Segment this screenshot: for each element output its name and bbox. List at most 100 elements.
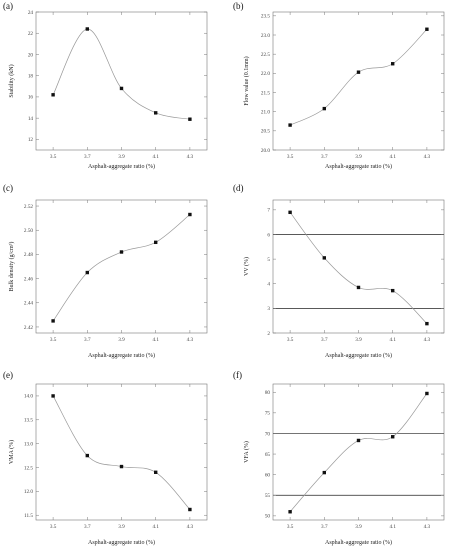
x-tick-label: 4.3 [187, 524, 194, 530]
x-tick-label: 3.5 [50, 154, 57, 160]
x-tick-label: 4.1 [389, 524, 396, 530]
y-tick-label: 11.5 [24, 513, 33, 519]
y-tick-label: 2 [267, 331, 270, 337]
data-point [425, 391, 429, 396]
panel-letter: (e) [3, 370, 13, 380]
plot-frame [35, 199, 208, 334]
x-tick-label: 3.7 [321, 524, 328, 530]
x-tick-label: 3.7 [84, 154, 91, 160]
chart-panel-2: (b) 20.0 20.5 21.0 21.5 22.0 22.5 23.0 23.5 3.5 3.… [233, 1, 445, 170]
x-tick-label: 4.3 [187, 337, 194, 343]
y-axis-label: VFA (%) [243, 441, 250, 463]
data-point [356, 438, 361, 443]
x-axis-label: Asphalt-aggregate ratio (%) [88, 352, 155, 359]
data-point [154, 111, 158, 115]
data-point [85, 270, 89, 275]
y-tick-label: 75 [265, 411, 271, 417]
y-tick-label: 6 [267, 232, 270, 238]
data-point [188, 117, 192, 121]
y-tick-label: 70 [265, 431, 271, 437]
data-point [188, 212, 192, 217]
data-point [288, 510, 292, 514]
data-point [85, 453, 89, 458]
y-tick-label: 5 [267, 257, 270, 263]
panel-letter: (a) [3, 1, 13, 11]
y-tick-label: 4 [267, 282, 270, 288]
y-tick-label: 12.5 [24, 465, 33, 471]
data-point [85, 27, 89, 31]
data-point [425, 321, 429, 326]
series-line [289, 393, 428, 512]
data-point [51, 93, 55, 97]
data-point [288, 123, 292, 127]
y-axis-label: VV (%) [243, 257, 250, 276]
y-tick-label: 24 [28, 10, 34, 16]
x-tick-label: 3.5 [50, 337, 57, 343]
y-tick-label: 55 [265, 493, 271, 499]
x-tick-label: 3.5 [287, 154, 294, 160]
y-axis-label: Stability (kN) [8, 64, 15, 97]
series-line [52, 28, 190, 120]
y-tick-label: 2.44 [24, 301, 33, 307]
y-tick-label: 3 [267, 306, 270, 312]
y-tick-label: 80 [265, 390, 271, 396]
y-tick-label: 18 [28, 73, 34, 79]
x-tick-label: 4.1 [389, 154, 396, 160]
series-line [289, 212, 428, 324]
data-point [391, 435, 395, 439]
data-point [51, 319, 55, 323]
data-point [154, 470, 158, 474]
data-point [51, 394, 55, 398]
y-tick-label: 22.5 [261, 52, 270, 58]
x-axis-label: Asphalt-aggregate ratio (%) [325, 352, 392, 359]
data-point [322, 106, 326, 111]
y-tick-label: 2.52 [24, 204, 33, 210]
data-point [154, 240, 158, 245]
y-tick-label: 2.46 [24, 276, 33, 282]
panel-letter: (f) [233, 370, 242, 380]
y-tick-label: 13.5 [24, 418, 33, 424]
y-tick-label: 23.0 [261, 33, 270, 39]
y-tick-label: 65 [265, 452, 271, 458]
chart-panel-3: (c) 2.42 2.44 2.46 2.48 2.50 2.52 3.5 3.7 3.9 4.1 4… [3, 183, 208, 359]
x-tick-label: 3.9 [355, 337, 362, 343]
data-point [119, 86, 124, 91]
y-tick-label: 12.0 [24, 489, 33, 495]
y-tick-label: 60 [265, 472, 271, 478]
panel-letter: (d) [233, 183, 244, 193]
x-tick-label: 3.7 [84, 337, 91, 343]
x-axis-label: Asphalt-aggregate ratio (%) [88, 163, 155, 170]
y-tick-label: 23.5 [261, 14, 270, 20]
y-tick-label: 21.0 [261, 109, 270, 115]
y-tick-label: 12 [28, 137, 34, 143]
y-tick-label: 20.0 [261, 148, 270, 154]
x-tick-label: 4.3 [187, 154, 194, 160]
chart-panel-6: (f) 50 55 60 65 70 75 80 3.5 3.7 3.9 4.1 4.3 Asphalt-… [233, 370, 445, 546]
x-tick-label: 3.5 [287, 524, 294, 530]
x-tick-label: 4.3 [424, 524, 431, 530]
data-point [322, 256, 326, 260]
plot-frame [35, 11, 208, 151]
y-tick-label: 13.0 [24, 441, 33, 447]
data-point [391, 288, 395, 293]
x-tick-label: 4.3 [424, 154, 431, 160]
data-point [322, 470, 326, 475]
y-tick-label: 16 [28, 95, 34, 101]
y-tick-label: 7 [267, 208, 270, 214]
x-axis-label: Asphalt-aggregate ratio (%) [325, 539, 392, 546]
data-point [288, 210, 292, 215]
series-line [289, 29, 428, 126]
y-axis-label: Bulk density (g/cm³) [8, 242, 15, 292]
plot-frame [272, 11, 445, 151]
x-tick-label: 3.9 [118, 154, 125, 160]
y-tick-label: 2.42 [24, 325, 33, 331]
y-tick-label: 20 [28, 52, 34, 58]
x-tick-label: 3.5 [50, 524, 57, 530]
y-tick-label: 22 [28, 31, 34, 37]
chart-panel-4: (d) 2 3 4 5 6 7 3.5 3.7 3.9 4.1 4.3 Asphalt-aggregat… [233, 183, 445, 359]
panel-letter: (c) [3, 183, 13, 193]
y-tick-label: 14 [28, 116, 34, 122]
x-tick-label: 4.1 [389, 337, 396, 343]
data-point [119, 250, 124, 254]
